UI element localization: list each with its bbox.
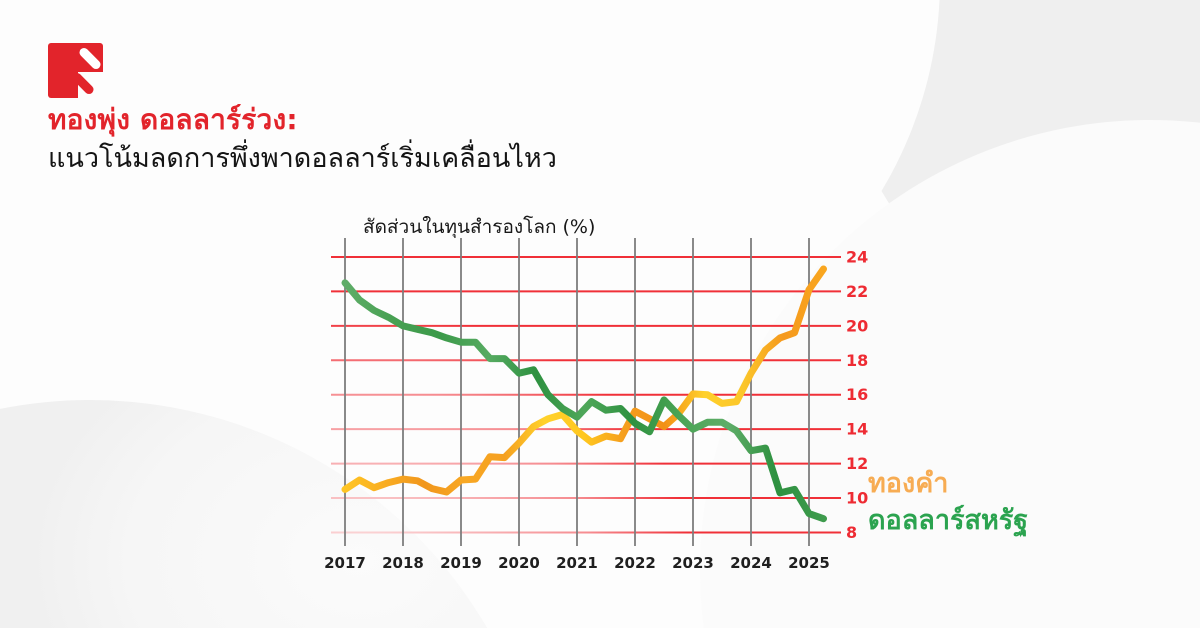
series-line-usd [341,279,827,523]
series-line-gold [341,265,827,496]
y-tick-label: 10 [846,489,868,508]
y-tick-label: 18 [846,351,868,370]
headline-title: ทองพุ่ง ดอลลาร์ร่วง: [48,103,298,136]
x-tick-label: 2019 [440,554,482,572]
y-tick-label: 20 [846,316,868,335]
y-tick-label: 8 [846,523,857,542]
publisher-logo-icon [48,43,103,98]
chart-title: สัดส่วนในทุนสำรองโลก (%) [363,216,596,238]
legend-gold-label: ทองคำ [868,468,949,499]
y-tick-label: 16 [846,385,868,404]
headline-subtitle: แนวโน้มลดการพึ่งพาดอลลาร์เริ่มเคลื่อนไหว [48,143,557,174]
x-tick-label: 2021 [556,554,598,572]
y-tick-label: 22 [846,282,868,301]
y-tick-label: 12 [846,454,868,473]
legend-usd-label: ดอลลาร์สหรัฐ [868,505,1029,536]
x-tick-label: 2022 [614,554,656,572]
x-tick-label: 2024 [730,554,772,572]
x-tick-label: 2023 [672,554,714,572]
x-tick-label: 2025 [788,554,830,572]
x-tick-label: 2020 [498,554,540,572]
y-axis-labels: 24 22 20 18 16 14 12 10 8 [846,247,868,542]
gridline-fade-overlay [30,310,690,628]
x-tick-label: 2017 [324,554,366,572]
y-tick-label: 24 [846,247,868,266]
x-axis-labels: 2017 2018 2019 2020 2021 2022 2023 2024 2025 [324,554,830,572]
x-tick-label: 2018 [382,554,424,572]
y-tick-label: 14 [846,420,868,439]
